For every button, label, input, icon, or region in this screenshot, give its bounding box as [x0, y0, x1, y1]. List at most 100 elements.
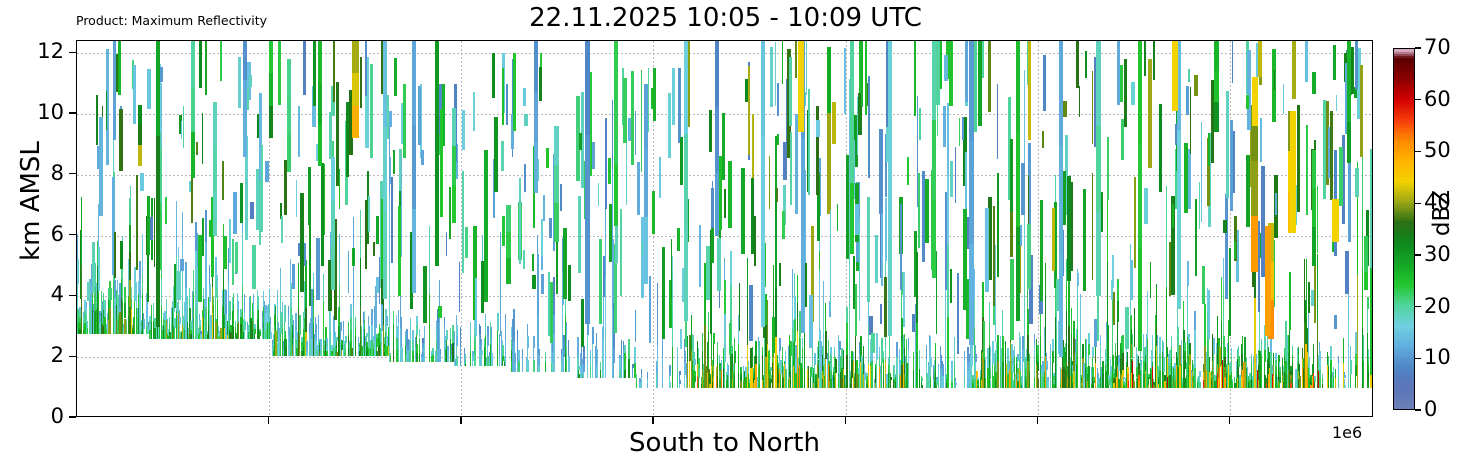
colorbar-band — [1394, 213, 1414, 217]
reflectivity-cell — [752, 382, 755, 388]
reflectivity-cell — [1155, 283, 1158, 305]
reflectivity-cell — [125, 323, 127, 327]
reflectivity-cell — [459, 337, 461, 347]
reflectivity-cell — [553, 334, 555, 354]
reflectivity-cell — [550, 342, 553, 353]
reflectivity-cell — [1267, 374, 1270, 388]
reflectivity-cell — [1080, 380, 1083, 383]
reflectivity-cell — [775, 188, 778, 202]
reflectivity-cell — [974, 345, 976, 354]
reflectivity-cell — [250, 317, 252, 339]
reflectivity-cell — [745, 377, 747, 388]
reflectivity-cell — [595, 355, 598, 367]
reflectivity-cell — [1240, 354, 1242, 366]
reflectivity-cell — [1007, 374, 1009, 388]
reflectivity-cell — [824, 381, 826, 388]
reflectivity-cell — [176, 326, 179, 339]
reflectivity-cell — [671, 264, 673, 306]
colorbar-band — [1394, 79, 1414, 84]
reflectivity-cell — [656, 324, 658, 346]
colorbar-band — [1394, 374, 1414, 378]
reflectivity-cell — [641, 69, 642, 172]
reflectivity-cell — [1366, 360, 1368, 388]
reflectivity-cell — [845, 154, 850, 260]
reflectivity-cell — [210, 326, 212, 339]
reflectivity-cell — [256, 329, 258, 339]
reflectivity-cell — [197, 336, 200, 339]
reflectivity-cell — [679, 379, 681, 384]
reflectivity-cell — [875, 234, 879, 283]
reflectivity-cell — [1118, 362, 1120, 372]
reflectivity-cell — [1140, 382, 1143, 388]
reflectivity-cell — [979, 369, 981, 374]
reflectivity-cell — [1102, 360, 1104, 375]
reflectivity-cell — [145, 292, 148, 301]
reflectivity-cell — [313, 41, 316, 107]
reflectivity-cell — [365, 335, 367, 346]
reflectivity-cell — [163, 325, 165, 333]
reflectivity-cell — [715, 170, 720, 236]
reflectivity-cell — [296, 340, 298, 348]
reflectivity-cell — [728, 160, 732, 229]
reflectivity-cell — [1331, 377, 1334, 383]
reflectivity-cell — [295, 330, 297, 339]
reflectivity-cell — [927, 368, 930, 375]
reflectivity-cell — [562, 227, 567, 299]
reflectivity-cell — [422, 338, 424, 344]
reflectivity-cell — [1104, 372, 1106, 380]
reflectivity-cell — [173, 263, 176, 308]
reflectivity-cell — [916, 315, 918, 352]
reflectivity-cell — [303, 242, 307, 266]
colorbar-tick-label: 70 — [1424, 35, 1451, 59]
reflectivity-cell — [992, 206, 995, 307]
colorbar-band — [1394, 355, 1414, 360]
reflectivity-cell — [963, 360, 966, 370]
reflectivity-cell — [1148, 373, 1150, 377]
reflectivity-cell — [1224, 367, 1226, 378]
reflectivity-cell — [869, 315, 873, 336]
reflectivity-cell — [1241, 336, 1243, 354]
colorbar-band — [1394, 170, 1414, 174]
reflectivity-cell — [1276, 376, 1278, 380]
reflectivity-cell — [169, 324, 171, 332]
reflectivity-cell — [237, 56, 241, 108]
reflectivity-cell — [246, 334, 248, 339]
reflectivity-cell — [1208, 338, 1210, 364]
reflectivity-cell — [186, 313, 189, 322]
reflectivity-cell — [867, 363, 870, 388]
reflectivity-cell — [711, 365, 713, 372]
reflectivity-cell — [1344, 372, 1346, 376]
reflectivity-cell — [724, 335, 726, 362]
reflectivity-cell — [1077, 328, 1079, 359]
reflectivity-cell — [1023, 70, 1025, 176]
reflectivity-cell — [1084, 358, 1087, 369]
reflectivity-cell — [176, 314, 178, 327]
reflectivity-cell — [523, 249, 525, 269]
reflectivity-cell — [1339, 147, 1344, 206]
reflectivity-cell — [1277, 381, 1280, 388]
reflectivity-cell — [202, 318, 205, 329]
reflectivity-cell — [316, 350, 318, 356]
reflectivity-cell — [1082, 343, 1084, 359]
colorbar-tick-mark — [1415, 305, 1421, 308]
reflectivity-cell — [1332, 377, 1335, 383]
reflectivity-cell — [1122, 335, 1124, 353]
reflectivity-cell — [951, 360, 953, 367]
reflectivity-cell — [247, 331, 250, 339]
reflectivity-cell — [1226, 369, 1229, 379]
reflectivity-cell — [852, 360, 855, 388]
reflectivity-cell — [1209, 372, 1211, 388]
reflectivity-cell — [597, 363, 599, 379]
reflectivity-cell — [963, 350, 965, 361]
reflectivity-cell — [903, 347, 905, 361]
reflectivity-cell — [1090, 367, 1092, 372]
reflectivity-cell — [671, 346, 674, 388]
reflectivity-cell — [1208, 290, 1210, 315]
reflectivity-cell — [192, 315, 194, 339]
reflectivity-cell — [974, 353, 977, 363]
reflectivity-cell — [301, 346, 303, 352]
reflectivity-cell — [227, 302, 230, 321]
reflectivity-cell — [246, 321, 248, 327]
reflectivity-cell — [308, 344, 311, 356]
reflectivity-cell — [1230, 347, 1233, 356]
